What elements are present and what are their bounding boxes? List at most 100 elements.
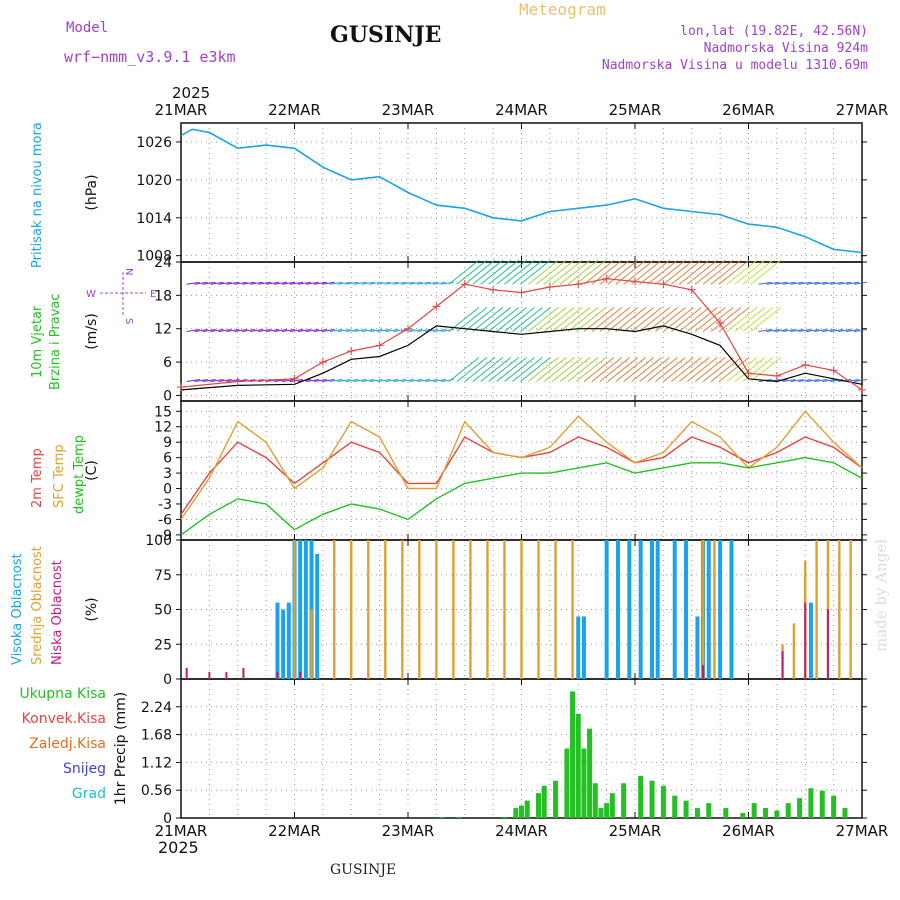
wind-barb [702,307,734,332]
y-tick-label: 0.56 [141,783,172,799]
wind-barb [273,379,288,383]
precip-bar [842,808,848,818]
legend-hail: Grad [71,786,106,802]
wind-barb [242,281,256,285]
wind-barb [520,259,551,285]
cloud-high-bar [303,540,308,679]
cloud-high-bar [729,540,734,679]
wind-barb [655,307,686,332]
wind-barb [814,329,828,332]
wind-barb [583,357,615,382]
wind-barb [774,329,788,332]
cloud-mid-bar [503,540,506,679]
wind-barb [266,281,280,285]
station-title: GUSINJE [330,22,442,48]
wind-barb [377,281,391,285]
cloud-low-bar [185,667,188,679]
x-tick-top-label: 25MAR [609,101,662,119]
wind-barb [718,259,750,285]
wind-speed-marker [347,346,356,355]
wind-barb [226,379,240,383]
wind-barb [782,329,796,332]
wind-barb [623,357,654,382]
wind-dir-south: S [123,318,134,324]
wind-barb [639,307,670,332]
wind-barb [535,357,567,382]
wind-barb [694,357,726,382]
cloud-high-bar [718,540,723,679]
wind-barb [615,307,647,332]
wind-barb [480,307,511,332]
precip-bar [592,783,598,818]
y-tick-label: 3 [163,466,172,482]
wind-speed-marker [659,280,668,289]
precip-bar [831,795,837,818]
y-tick-label: 1.12 [141,755,172,771]
wind-barb [575,307,607,332]
wind-barb [702,357,734,382]
wind-barb [647,259,678,285]
wind-barb [353,329,367,332]
cloud-mid-bar [815,540,818,679]
wind-barb [337,379,351,383]
cloud-mid-bar [310,609,313,679]
y-tick-label: 0 [163,482,172,498]
wind-speed-marker [858,385,866,394]
wind-barb [456,307,488,332]
wind-barb [520,357,551,382]
wind-barb [798,379,812,383]
y-tick-label: 12 [154,420,172,436]
wind-barb [599,307,631,332]
wind-barb [846,329,860,332]
wind-barb [591,357,623,382]
wind-barb [353,379,367,383]
cloud-high-bar [706,540,711,679]
wind-barb [710,307,742,332]
wind-barb [782,281,796,285]
precip-bar [672,795,678,818]
precip-bar [456,817,462,818]
precip-bar [575,713,581,818]
wind-barb [790,379,804,383]
wind-barb [742,259,774,285]
wind-barb [417,329,431,332]
wind-speed-marker [716,319,725,328]
y-axis-label-cloud: (%) [84,597,100,621]
cloud-mid-bar [435,540,438,679]
precip-bar [723,808,729,818]
precip-bar [785,803,791,818]
y-tick-label: 24 [154,255,172,271]
wind-barb [289,281,304,285]
wind-barb [734,259,766,285]
wind-dir-north: N [123,268,134,275]
wind-barb [329,281,343,285]
wind-speed-marker [545,283,554,292]
wind-barb [639,357,670,382]
wind-barb [750,357,782,382]
wind-barb [345,329,359,332]
precip-bar [683,800,689,818]
x-tick-bottom-label: 21MAR [155,822,208,840]
wind-barb [305,281,319,285]
wind-barb [686,357,718,382]
wind-barb [575,357,607,382]
wind-barb [234,329,248,332]
precip-bar [740,813,746,818]
wind-speed-marker [574,280,583,289]
cloud-high-bar [638,540,643,679]
wind-barb [806,329,820,332]
wind-barb [726,357,758,382]
product-title: Meteogram [519,0,606,19]
wind-barb [734,357,766,382]
cloud-high-bar [808,602,813,679]
wind-barb [631,259,662,285]
wind-barb [496,259,527,285]
y-tick-label: 25 [154,637,172,653]
wind-barb [385,329,399,332]
cloud-high-bar [581,616,586,679]
cloud-high-bar [286,602,291,679]
precip-bar [501,817,507,818]
wind-speed-marker [602,274,611,283]
wind-barb [448,357,480,382]
wind-speed-marker [233,377,242,386]
